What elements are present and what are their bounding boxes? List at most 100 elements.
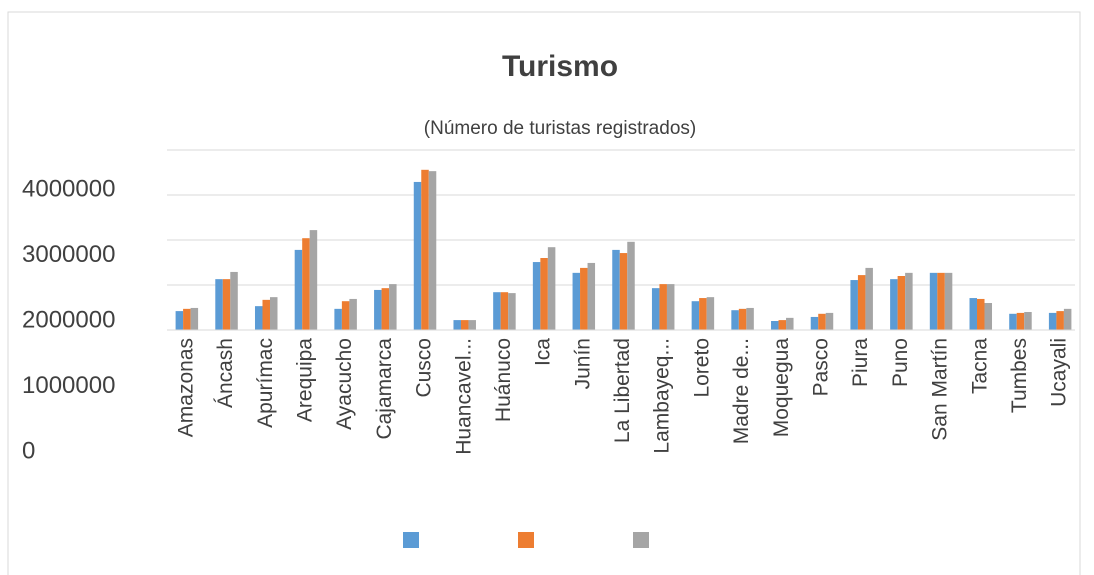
bar	[706, 297, 715, 330]
x-tick-label: Huancavel...	[452, 338, 475, 455]
bar	[929, 272, 938, 330]
legend-swatch	[518, 532, 534, 548]
bar	[1048, 312, 1057, 330]
legend-swatch	[403, 532, 419, 548]
bar	[269, 297, 278, 330]
x-tick-label: San Martín	[929, 338, 952, 441]
bar	[428, 171, 437, 330]
x-tick-label: Áncash	[214, 338, 237, 408]
bar	[865, 267, 873, 330]
bar	[786, 317, 794, 330]
bar	[254, 306, 263, 330]
bar	[262, 299, 270, 330]
bar	[1056, 311, 1064, 330]
x-tick-label: Puno	[889, 338, 912, 387]
x-tick-label: Tumbes	[1008, 338, 1031, 413]
y-tick-label: 4000000	[22, 175, 115, 202]
bar	[969, 298, 978, 330]
bar	[572, 272, 581, 330]
x-tick-label: Apurímac	[254, 338, 277, 428]
bar	[937, 272, 945, 330]
y-tick-label: 1000000	[22, 372, 115, 399]
x-tick-label: Moquegua	[770, 338, 793, 438]
x-tick-label: Madre de...	[730, 338, 753, 444]
bar	[897, 276, 906, 330]
bar	[389, 284, 397, 330]
y-tick-label: 2000000	[22, 306, 115, 333]
bar	[666, 284, 675, 330]
bar	[627, 241, 635, 330]
bar	[905, 272, 913, 330]
bar	[421, 169, 429, 330]
bar	[540, 258, 548, 330]
chart-subtitle: (Número de turistas registrados)	[424, 118, 696, 139]
bar	[468, 320, 476, 330]
bar	[857, 275, 866, 330]
bar	[746, 307, 754, 330]
bar	[183, 308, 191, 330]
bar	[825, 312, 834, 330]
chart-title: Turismo	[502, 50, 618, 83]
bar	[460, 320, 469, 330]
bar	[493, 292, 501, 330]
bar	[374, 289, 382, 330]
bar	[587, 262, 596, 330]
x-tick-label: Loreto	[690, 338, 713, 398]
bar	[334, 308, 342, 330]
bar	[1016, 312, 1025, 330]
bar	[532, 262, 541, 330]
bar	[508, 293, 516, 330]
x-tick-label: Pasco	[810, 338, 833, 396]
bar	[175, 311, 184, 330]
bar	[302, 238, 310, 330]
bar	[890, 279, 898, 330]
bar	[453, 320, 461, 330]
x-tick-label: Junín	[571, 338, 594, 389]
bar	[580, 267, 588, 330]
bar	[818, 313, 826, 330]
x-tick-label: Ica	[532, 338, 555, 366]
x-tick-label: Piura	[849, 338, 872, 387]
x-tick-label: Ayacucho	[333, 338, 356, 430]
bar	[1009, 313, 1017, 330]
bar	[294, 249, 303, 330]
bar	[222, 279, 231, 330]
x-tick-label: La Libertad	[611, 338, 634, 443]
bar	[619, 253, 628, 330]
bar	[349, 298, 357, 330]
bar	[381, 288, 390, 330]
bar	[230, 271, 238, 330]
bar	[341, 301, 350, 330]
bar	[977, 298, 985, 330]
bar	[699, 298, 707, 330]
bar	[1024, 312, 1032, 330]
bar	[659, 284, 667, 330]
bar	[651, 288, 660, 330]
x-tick-label: Arequipa	[293, 338, 316, 422]
x-tick-label: Ucayali	[1048, 338, 1071, 407]
bar	[547, 247, 556, 330]
bar	[1063, 308, 1072, 330]
x-tick-label: Huánuco	[492, 338, 515, 422]
y-tick-label: 0	[22, 437, 35, 464]
x-tick-label: Cusco	[413, 338, 436, 398]
bar	[984, 303, 993, 330]
x-tick-label: Lambayeq...	[651, 338, 674, 454]
bar	[850, 280, 858, 330]
bar	[944, 272, 953, 330]
bar	[691, 301, 700, 330]
bar	[612, 249, 620, 330]
bar	[413, 181, 422, 330]
legend-swatch	[633, 532, 649, 548]
bar	[731, 310, 739, 330]
bar	[309, 230, 318, 330]
bar	[500, 292, 509, 330]
bar	[771, 321, 779, 330]
bar	[778, 320, 787, 330]
bar	[190, 307, 199, 330]
x-tick-label: Cajamarca	[373, 338, 396, 440]
x-tick-label: Tacna	[968, 338, 991, 394]
bar	[215, 279, 223, 330]
bar	[738, 308, 747, 330]
